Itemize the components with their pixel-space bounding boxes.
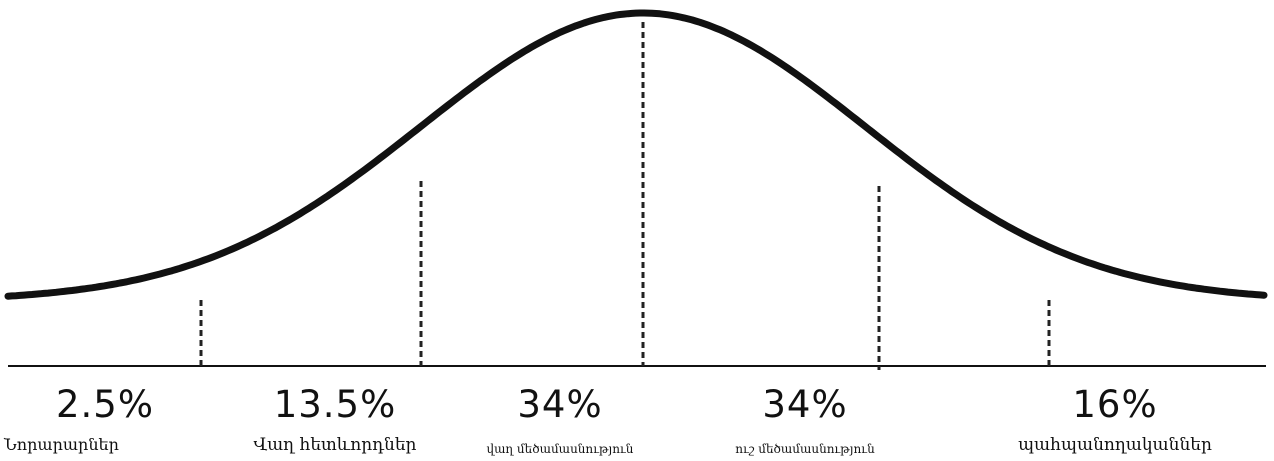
segment-early-majority: 34% վաղ մեծամասնություն (455, 385, 665, 459)
segment-innovators: 2.5% Նորարարներ (0, 385, 210, 455)
segment-early-adopters: 13.5% Վաղ հետևորդներ (230, 383, 440, 456)
percent-late-majority: 34% (762, 383, 848, 426)
percent-early-adopters: 13.5% (273, 383, 397, 426)
segment-laggards: 16% պահպանողականներ (1000, 383, 1230, 456)
percent-innovators: 2.5% (56, 383, 154, 426)
percent-laggards: 16% (1072, 383, 1158, 426)
label-early-adopters: Վաղ հետևորդներ (253, 435, 417, 455)
label-laggards: պահպանողականներ (1018, 435, 1212, 455)
percent-early-majority: 34% (517, 383, 603, 426)
label-early-majority: վաղ մեծամասնություն (486, 442, 634, 456)
label-innovators: Նորարարներ (4, 435, 119, 454)
label-late-majority: ուշ մեծամասնություն (735, 442, 875, 456)
segment-late-majority: 34% ուշ մեծամասնություն (700, 385, 910, 459)
bell-curve (4, 9, 1268, 300)
